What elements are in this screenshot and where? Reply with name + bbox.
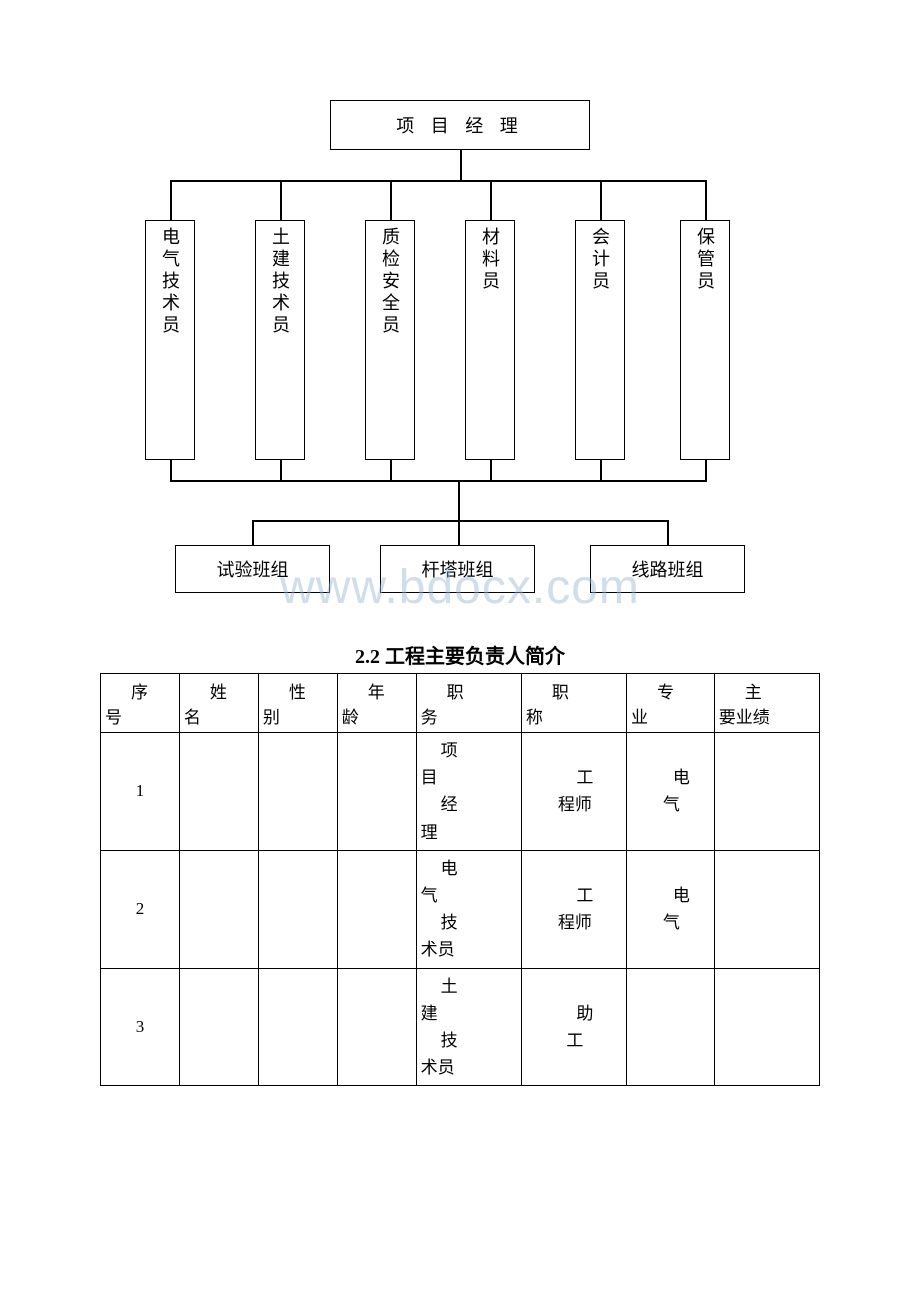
col-header-major: 专业 [627,674,715,733]
connector-line [390,460,392,480]
cell-age [337,968,416,1086]
cell-title: 工程师 [521,850,626,968]
cell-sex [258,733,337,851]
col-header-title: 职称 [521,674,626,733]
col-header-ach: 主要业绩 [714,674,819,733]
org-chart: 项 目 经 理 电气技术员 土建技术员 质检安全员 材料员 会计员 保管员 试验… [100,90,820,610]
table-row: 3 土建技术员 助工 [101,968,820,1086]
org-mid-label: 质检安全员 [377,227,403,337]
cell-major: 电气 [627,850,715,968]
org-bottom-box-2: 杆塔班组 [380,545,535,593]
connector-line [667,520,669,545]
connector-line [460,150,462,180]
cell-duty: 土建技术员 [416,968,521,1086]
org-mid-label: 土建技术员 [267,227,293,337]
col-header-no: 序号 [101,674,180,733]
org-mid-box-4: 材料员 [465,220,515,460]
cell-age [337,850,416,968]
cell-major: 电气 [627,733,715,851]
cell-no: 1 [101,733,180,851]
org-bottom-box-3: 线路班组 [590,545,745,593]
org-mid-box-5: 会计员 [575,220,625,460]
connector-line [280,180,282,220]
cell-no: 2 [101,850,180,968]
cell-ach [714,968,819,1086]
connector-line [170,180,172,220]
org-mid-label: 保管员 [692,227,718,293]
table-header-row: 序号 姓名 性别 年龄 职务 职称 专业 主要业绩 [101,674,820,733]
cell-name [179,968,258,1086]
org-mid-box-1: 电气技术员 [145,220,195,460]
cell-title: 助工 [521,968,626,1086]
col-header-duty: 职务 [416,674,521,733]
org-mid-label: 材料员 [477,227,503,293]
org-mid-label: 会计员 [587,227,613,293]
cell-age [337,733,416,851]
connector-line [170,460,172,480]
connector-line [705,460,707,480]
col-header-name: 姓名 [179,674,258,733]
connector-line [280,460,282,480]
col-header-sex: 性别 [258,674,337,733]
section-title: 2.2 工程主要负责人简介 [100,640,820,669]
col-header-age: 年龄 [337,674,416,733]
cell-ach [714,733,819,851]
connector-line [600,180,602,220]
connector-line [490,180,492,220]
cell-ach [714,850,819,968]
org-mid-box-2: 土建技术员 [255,220,305,460]
cell-name [179,850,258,968]
cell-duty: 电气技术员 [416,850,521,968]
table-row: 2 电气技术员 工程师 电气 [101,850,820,968]
org-bottom-box-1: 试验班组 [175,545,330,593]
connector-line [705,180,707,220]
cell-name [179,733,258,851]
connector-line [170,180,705,182]
connector-line [458,520,460,545]
cell-title: 工程师 [521,733,626,851]
cell-duty: 项目经理 [416,733,521,851]
org-mid-box-3: 质检安全员 [365,220,415,460]
org-top-box: 项 目 经 理 [330,100,590,150]
personnel-table: 序号 姓名 性别 年龄 职务 职称 专业 主要业绩 1 项目经理 工程师 电气 … [100,673,820,1086]
cell-no: 3 [101,968,180,1086]
table-row: 1 项目经理 工程师 电气 [101,733,820,851]
connector-line [170,480,707,482]
connector-line [490,460,492,480]
connector-line [458,480,460,520]
cell-sex [258,968,337,1086]
org-mid-label: 电气技术员 [157,227,183,337]
connector-line [252,520,668,522]
connector-line [390,180,392,220]
connector-line [252,520,254,545]
org-mid-box-6: 保管员 [680,220,730,460]
cell-major [627,968,715,1086]
connector-line [600,460,602,480]
cell-sex [258,850,337,968]
